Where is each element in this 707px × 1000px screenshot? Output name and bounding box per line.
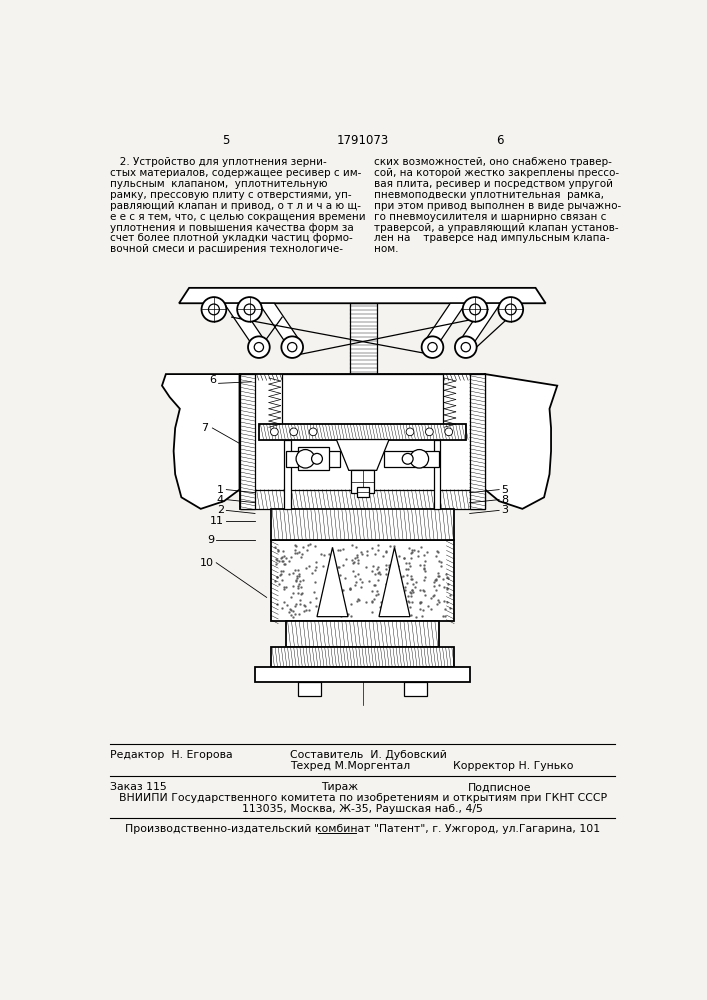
Polygon shape	[423, 303, 466, 343]
Text: 2. Устройство для уплотнения зерни-: 2. Устройство для уплотнения зерни-	[110, 157, 327, 167]
Circle shape	[244, 304, 255, 315]
Circle shape	[410, 450, 428, 468]
Circle shape	[445, 428, 452, 436]
Bar	[284, 440, 291, 509]
Bar	[240, 374, 485, 509]
Circle shape	[296, 450, 315, 468]
Text: 5: 5	[501, 485, 508, 495]
Circle shape	[255, 343, 264, 352]
Text: равляющий клапан и привод, о т л и ч а ю щ-: равляющий клапан и привод, о т л и ч а ю…	[110, 201, 361, 211]
Circle shape	[312, 453, 322, 464]
Circle shape	[271, 428, 279, 436]
Text: при этом привод выполнен в виде рычажно-: при этом привод выполнен в виде рычажно-	[373, 201, 621, 211]
Polygon shape	[224, 303, 267, 343]
Bar	[282, 374, 443, 424]
Bar	[385, 451, 438, 466]
Text: ном.: ном.	[373, 244, 398, 254]
Text: ВНИИПИ Государственного комитета по изобретениям и открытиям при ГКНТ СССР: ВНИИПИ Государственного комитета по изоб…	[119, 793, 607, 803]
Polygon shape	[337, 440, 389, 470]
Circle shape	[402, 453, 413, 464]
Bar	[255, 667, 469, 682]
Text: пневмоподвески уплотнительная  рамка,: пневмоподвески уплотнительная рамка,	[373, 190, 604, 200]
Text: 7: 7	[201, 423, 209, 433]
Circle shape	[428, 343, 437, 352]
Polygon shape	[240, 490, 485, 509]
Bar	[271, 647, 454, 667]
Circle shape	[498, 297, 523, 322]
Text: лен на    траверсе над импульсным клапа-: лен на траверсе над импульсным клапа-	[373, 233, 609, 243]
Circle shape	[290, 428, 298, 436]
Bar	[356, 487, 369, 497]
Text: 8: 8	[501, 495, 508, 505]
Circle shape	[426, 428, 433, 436]
Polygon shape	[259, 303, 301, 343]
Text: траверсой, а управляющий клапан установ-: траверсой, а управляющий клапан установ-	[373, 223, 618, 233]
Circle shape	[281, 336, 303, 358]
Bar	[298, 447, 329, 470]
Polygon shape	[458, 303, 501, 343]
Bar	[298, 682, 321, 696]
Text: 2: 2	[217, 505, 224, 515]
Text: Составитель  И. Дубовский: Составитель И. Дубовский	[290, 750, 447, 760]
Bar	[286, 620, 438, 647]
Bar	[271, 540, 454, 620]
Text: 113035, Москва, Ж-35, Раушская наб., 4/5: 113035, Москва, Ж-35, Раушская наб., 4/5	[243, 804, 483, 814]
Bar	[434, 440, 440, 509]
Text: вая плита, ресивер и посредством упругой: вая плита, ресивер и посредством упругой	[373, 179, 612, 189]
Bar	[271, 509, 454, 540]
Circle shape	[469, 304, 481, 315]
Polygon shape	[317, 547, 348, 617]
Circle shape	[288, 343, 297, 352]
Bar	[351, 470, 374, 493]
Text: 6: 6	[209, 375, 216, 385]
Text: ских возможностей, оно снабжено травер-: ских возможностей, оно снабжено травер-	[373, 157, 612, 167]
Bar	[286, 451, 340, 466]
Text: 3: 3	[501, 505, 508, 515]
Text: Редактор  Н. Егорова: Редактор Н. Егорова	[110, 750, 233, 760]
Text: 9: 9	[207, 535, 214, 545]
Text: счет более плотной укладки частиц формо-: счет более плотной укладки частиц формо-	[110, 233, 353, 243]
Text: Заказ 115: Заказ 115	[110, 782, 167, 792]
Text: уплотнения и повышения качества форм за: уплотнения и повышения качества форм за	[110, 223, 354, 233]
Text: Техред М.Моргентал: Техред М.Моргентал	[290, 761, 410, 771]
Text: рамку, прессовую плиту с отверстиями, уп-: рамку, прессовую плиту с отверстиями, уп…	[110, 190, 351, 200]
Bar	[259, 424, 466, 440]
Text: 11: 11	[210, 516, 224, 526]
Text: стых материалов, содержащее ресивер с им-: стых материалов, содержащее ресивер с им…	[110, 168, 361, 178]
Text: 1791073: 1791073	[337, 134, 389, 147]
Text: е е с я тем, что, с целью сокращения времени: е е с я тем, что, с целью сокращения вре…	[110, 212, 366, 222]
Polygon shape	[240, 374, 255, 509]
Circle shape	[209, 304, 219, 315]
Text: Подписное: Подписное	[468, 782, 532, 792]
Circle shape	[455, 336, 477, 358]
Polygon shape	[179, 288, 546, 303]
Text: сой, на которой жестко закреплены прессо-: сой, на которой жестко закреплены прессо…	[373, 168, 619, 178]
Text: Производственно-издательский комбинат "Патент", г. Ужгород, ул.Гагарина, 101: Производственно-издательский комбинат "П…	[125, 824, 600, 834]
Text: 10: 10	[200, 558, 214, 568]
Circle shape	[237, 297, 262, 322]
Text: 4: 4	[217, 495, 224, 505]
Polygon shape	[485, 374, 557, 509]
Text: 6: 6	[496, 134, 503, 147]
Circle shape	[248, 336, 270, 358]
Text: Тираж: Тираж	[321, 782, 358, 792]
Polygon shape	[162, 374, 240, 509]
Text: пульсным  клапаном,  уплотнительную: пульсным клапаном, уплотнительную	[110, 179, 327, 189]
Bar	[351, 303, 377, 497]
Circle shape	[421, 336, 443, 358]
Text: 1: 1	[217, 485, 224, 495]
Circle shape	[201, 297, 226, 322]
Polygon shape	[379, 547, 410, 617]
Circle shape	[309, 428, 317, 436]
Circle shape	[506, 304, 516, 315]
Text: го пневмоусилителя и шарнирно связан с: го пневмоусилителя и шарнирно связан с	[373, 212, 606, 222]
Text: вочной смеси и расширения технологиче-: вочной смеси и расширения технологиче-	[110, 244, 343, 254]
Polygon shape	[469, 374, 485, 509]
Bar	[404, 682, 427, 696]
Circle shape	[462, 297, 488, 322]
Circle shape	[406, 428, 414, 436]
Text: Корректор Н. Гунько: Корректор Н. Гунько	[452, 761, 573, 771]
Text: 5: 5	[222, 134, 229, 147]
Circle shape	[461, 343, 470, 352]
